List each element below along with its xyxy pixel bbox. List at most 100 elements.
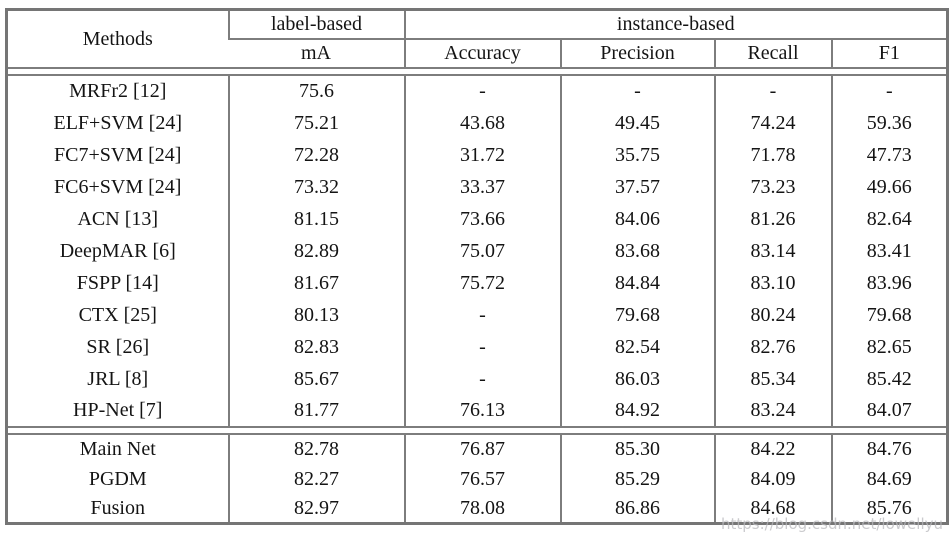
method-name-cell: JRL [8] [87, 367, 149, 390]
table-row: Fusion 82.97 78.08 86.86 84.68 85.76 [7, 493, 948, 524]
double-rule [6, 66, 948, 76]
metric-value-cell: 82.83 [227, 330, 405, 363]
metric-value-cell: 73.32 [227, 170, 405, 203]
table-row: DeepMAR [6] 82.89 75.07 83.68 83.14 83.41 [7, 234, 948, 267]
double-rule-row [6, 66, 948, 76]
metric-value-cell: 71.78 [713, 138, 832, 171]
metric-value-cell: 84.92 [559, 394, 715, 427]
method-name-cell: Main Net [79, 438, 156, 460]
double-rule-row [6, 425, 948, 435]
metric-value-cell: - [403, 74, 561, 107]
method-name-cell: HP-Net [7] [73, 399, 163, 421]
metric-value-cell: 81.26 [713, 202, 832, 235]
metric-value-cell: 82.65 [830, 330, 948, 363]
method-name-cell: FSPP [14] [76, 271, 159, 294]
metric-value-cell: 83.41 [830, 234, 948, 267]
metric-value-cell: 85.29 [559, 463, 715, 494]
method-name-cell: ACN [13] [77, 207, 159, 230]
double-rule [6, 425, 948, 435]
table-row: JRL [8] 85.67-86.03 85.34 85.42 [7, 362, 948, 395]
metric-value-cell: - [713, 74, 832, 107]
metric-value-cell: 80.13 [227, 298, 405, 331]
table-row: HP-Net [7] 81.77 76.13 84.92 83.24 84.07 [7, 394, 948, 427]
metric-value-cell: 82.27 [227, 463, 405, 494]
method-name-cell: PGDM [88, 467, 147, 490]
metric-value-cell: 83.96 [830, 266, 948, 299]
table-row: FSPP [14] 81.67 75.72 84.84 83.10 83.96 [7, 266, 948, 299]
method-name-cell: SR [26] [86, 335, 150, 358]
section-double-rule [6, 425, 948, 435]
table-row: ACN [13] 81.15 73.66 84.06 81.26 82.64 [7, 202, 948, 235]
metric-value-cell: 82.78 [227, 433, 405, 464]
group-header-instance-based: instance-based [403, 9, 948, 40]
metric-value-cell: 85.67 [227, 362, 405, 395]
col-header-ma: mA [301, 42, 331, 64]
table-row: FC6+SVM [24] 73.32 33.37 37.57 73.23 49.66 [7, 170, 948, 203]
metric-value-cell: 76.57 [403, 463, 561, 494]
metric-value-cell: 35.75 [559, 138, 715, 171]
metric-value-cell: 75.6 [227, 74, 405, 107]
metric-value-cell: 82.54 [559, 330, 715, 363]
metric-value-cell: 86.86 [559, 493, 715, 524]
method-name-cell: DeepMAR [6] [59, 239, 176, 262]
metric-value-cell: 82.89 [227, 234, 405, 267]
published-methods-section: MRFr2 [12] 75.6- - - - ELF+SVM [24] 75.21 43.68… [7, 74, 948, 427]
metric-value-cell: 80.24 [713, 298, 832, 331]
table-row: PGDM 82.27 76.57 85.29 84.09 84.69 [7, 463, 948, 494]
metric-value-cell: 73.66 [403, 202, 561, 235]
metric-value-cell: 84.09 [713, 463, 832, 494]
metric-value-cell: 31.72 [403, 138, 561, 171]
metric-value-cell: - [403, 330, 561, 363]
metric-value-cell: 74.24 [713, 106, 832, 139]
table-row: FC7+SVM [24] 72.28 31.72 35.75 71.78 47.73 [7, 138, 948, 171]
method-name-cell: FC7+SVM [24] [54, 143, 182, 166]
metric-value-cell: 79.68 [830, 298, 948, 331]
metric-value-cell: 49.66 [830, 170, 948, 203]
metric-value-cell: 85.30 [559, 433, 715, 464]
metric-value-cell: 43.68 [403, 106, 561, 139]
metric-value-cell: 59.36 [830, 106, 948, 139]
metric-value-cell: 37.57 [559, 170, 715, 203]
metric-value-cell: 84.76 [830, 433, 948, 464]
metric-value-cell: 84.22 [713, 433, 832, 464]
metric-value-cell: 83.68 [559, 234, 715, 267]
metric-value-cell: 85.34 [713, 362, 832, 395]
method-name-cell: Fusion [90, 496, 145, 519]
table-row: Main Net 82.78 76.87 85.30 84.22 84.76 [7, 433, 948, 464]
group-header-row: Methods label-based instance-based [7, 9, 948, 49]
method-name-cell: FC6+SVM [24] [54, 175, 182, 198]
metric-value-cell: 84.06 [559, 202, 715, 235]
proposed-methods-section: Main Net 82.78 76.87 85.30 84.22 84.76 PGDM 82.… [7, 433, 948, 524]
metric-value-cell: 76.13 [403, 394, 561, 427]
results-table: Methods label-based instance-based mA Ac… [5, 8, 950, 525]
table-row: SR [26] 82.83-82.54 82.76 82.65 [7, 330, 948, 363]
metric-value-cell: 84.84 [559, 266, 715, 299]
col-header-methods: Methods [82, 27, 153, 50]
col-header-precision: Precision [559, 38, 715, 68]
metric-value-cell: 75.07 [403, 234, 561, 267]
method-name-cell: ELF+SVM [24] [53, 111, 182, 134]
metric-value-cell: 73.23 [713, 170, 832, 203]
col-header-f1: F1 [830, 38, 948, 68]
metric-value-cell: 33.37 [403, 170, 561, 203]
metric-value-cell: 72.28 [227, 138, 405, 171]
metric-value-cell: - [830, 74, 948, 107]
metric-value-cell: 83.24 [713, 394, 832, 427]
metric-value-cell: 86.03 [559, 362, 715, 395]
header-double-rule [6, 66, 948, 76]
table-row: CTX [25] 80.13-79.68 80.24 79.68 [7, 298, 948, 331]
col-header-accuracy: Accuracy [403, 38, 561, 68]
metric-value-cell: 78.08 [403, 493, 561, 524]
table-row: MRFr2 [12] 75.6- - - - [7, 74, 948, 107]
metric-value-cell: 79.68 [559, 298, 715, 331]
metric-value-cell: 81.15 [227, 202, 405, 235]
metric-value-cell: 81.67 [227, 266, 405, 299]
metric-value-cell: 75.72 [403, 266, 561, 299]
metric-value-cell: 49.45 [559, 106, 715, 139]
table-header: Methods label-based instance-based mA Ac… [7, 9, 948, 68]
metric-value-cell: 47.73 [830, 138, 948, 171]
metric-value-cell: 83.10 [713, 266, 832, 299]
method-name-cell: CTX [25] [78, 303, 157, 326]
metric-value-cell: 76.87 [403, 433, 561, 464]
